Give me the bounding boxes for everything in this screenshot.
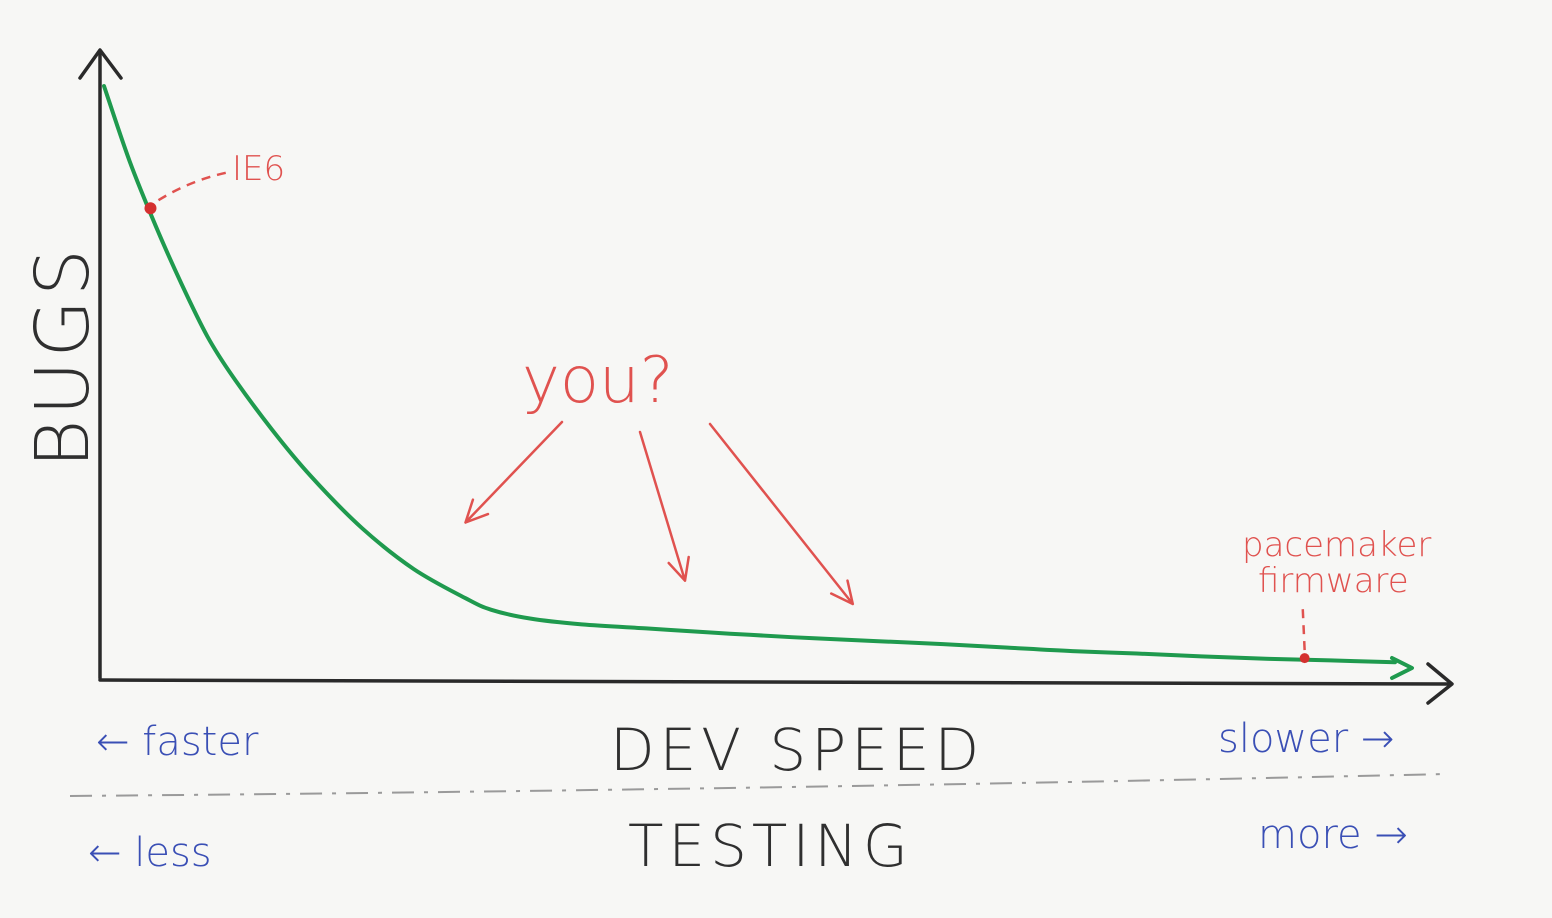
you-arrow-3 bbox=[708, 422, 855, 606]
ie6-label: IE6 bbox=[232, 149, 285, 189]
axes bbox=[78, 48, 1454, 705]
x2-left-label: ← less bbox=[88, 830, 212, 876]
x2-axis-label: TESTING bbox=[628, 812, 913, 880]
x-axis-line bbox=[98, 678, 1452, 686]
axis-divider bbox=[69, 773, 1446, 797]
x-axis-arrowhead bbox=[1426, 662, 1454, 705]
pacemaker-label-line1: pacemaker bbox=[1242, 525, 1431, 565]
you-annotation: you? bbox=[464, 344, 855, 606]
ie6-leader-line bbox=[157, 170, 229, 202]
curve-arrowhead bbox=[1390, 656, 1414, 680]
ie6-annotation: IE6 bbox=[144, 149, 285, 215]
x-right-label: slower → bbox=[1218, 716, 1394, 762]
ie6-point bbox=[144, 202, 157, 215]
y-axis-arrowhead bbox=[78, 48, 123, 80]
you-arrow-1 bbox=[464, 420, 564, 524]
pacemaker-leader-line bbox=[1301, 605, 1306, 651]
pacemaker-point bbox=[1299, 653, 1310, 664]
x-axis-label: DEV SPEED bbox=[610, 716, 984, 784]
pacemaker-annotation: pacemaker firmware bbox=[1242, 525, 1431, 664]
bugs-curve-line bbox=[102, 84, 1397, 665]
you-arrow-2 bbox=[638, 430, 690, 582]
y-axis-label: BUGS bbox=[20, 245, 106, 468]
x-left-label: ← faster bbox=[96, 719, 259, 765]
pacemaker-label-line2: firmware bbox=[1258, 561, 1409, 601]
x2-right-label: more → bbox=[1258, 812, 1408, 858]
you-label: you? bbox=[522, 344, 674, 418]
